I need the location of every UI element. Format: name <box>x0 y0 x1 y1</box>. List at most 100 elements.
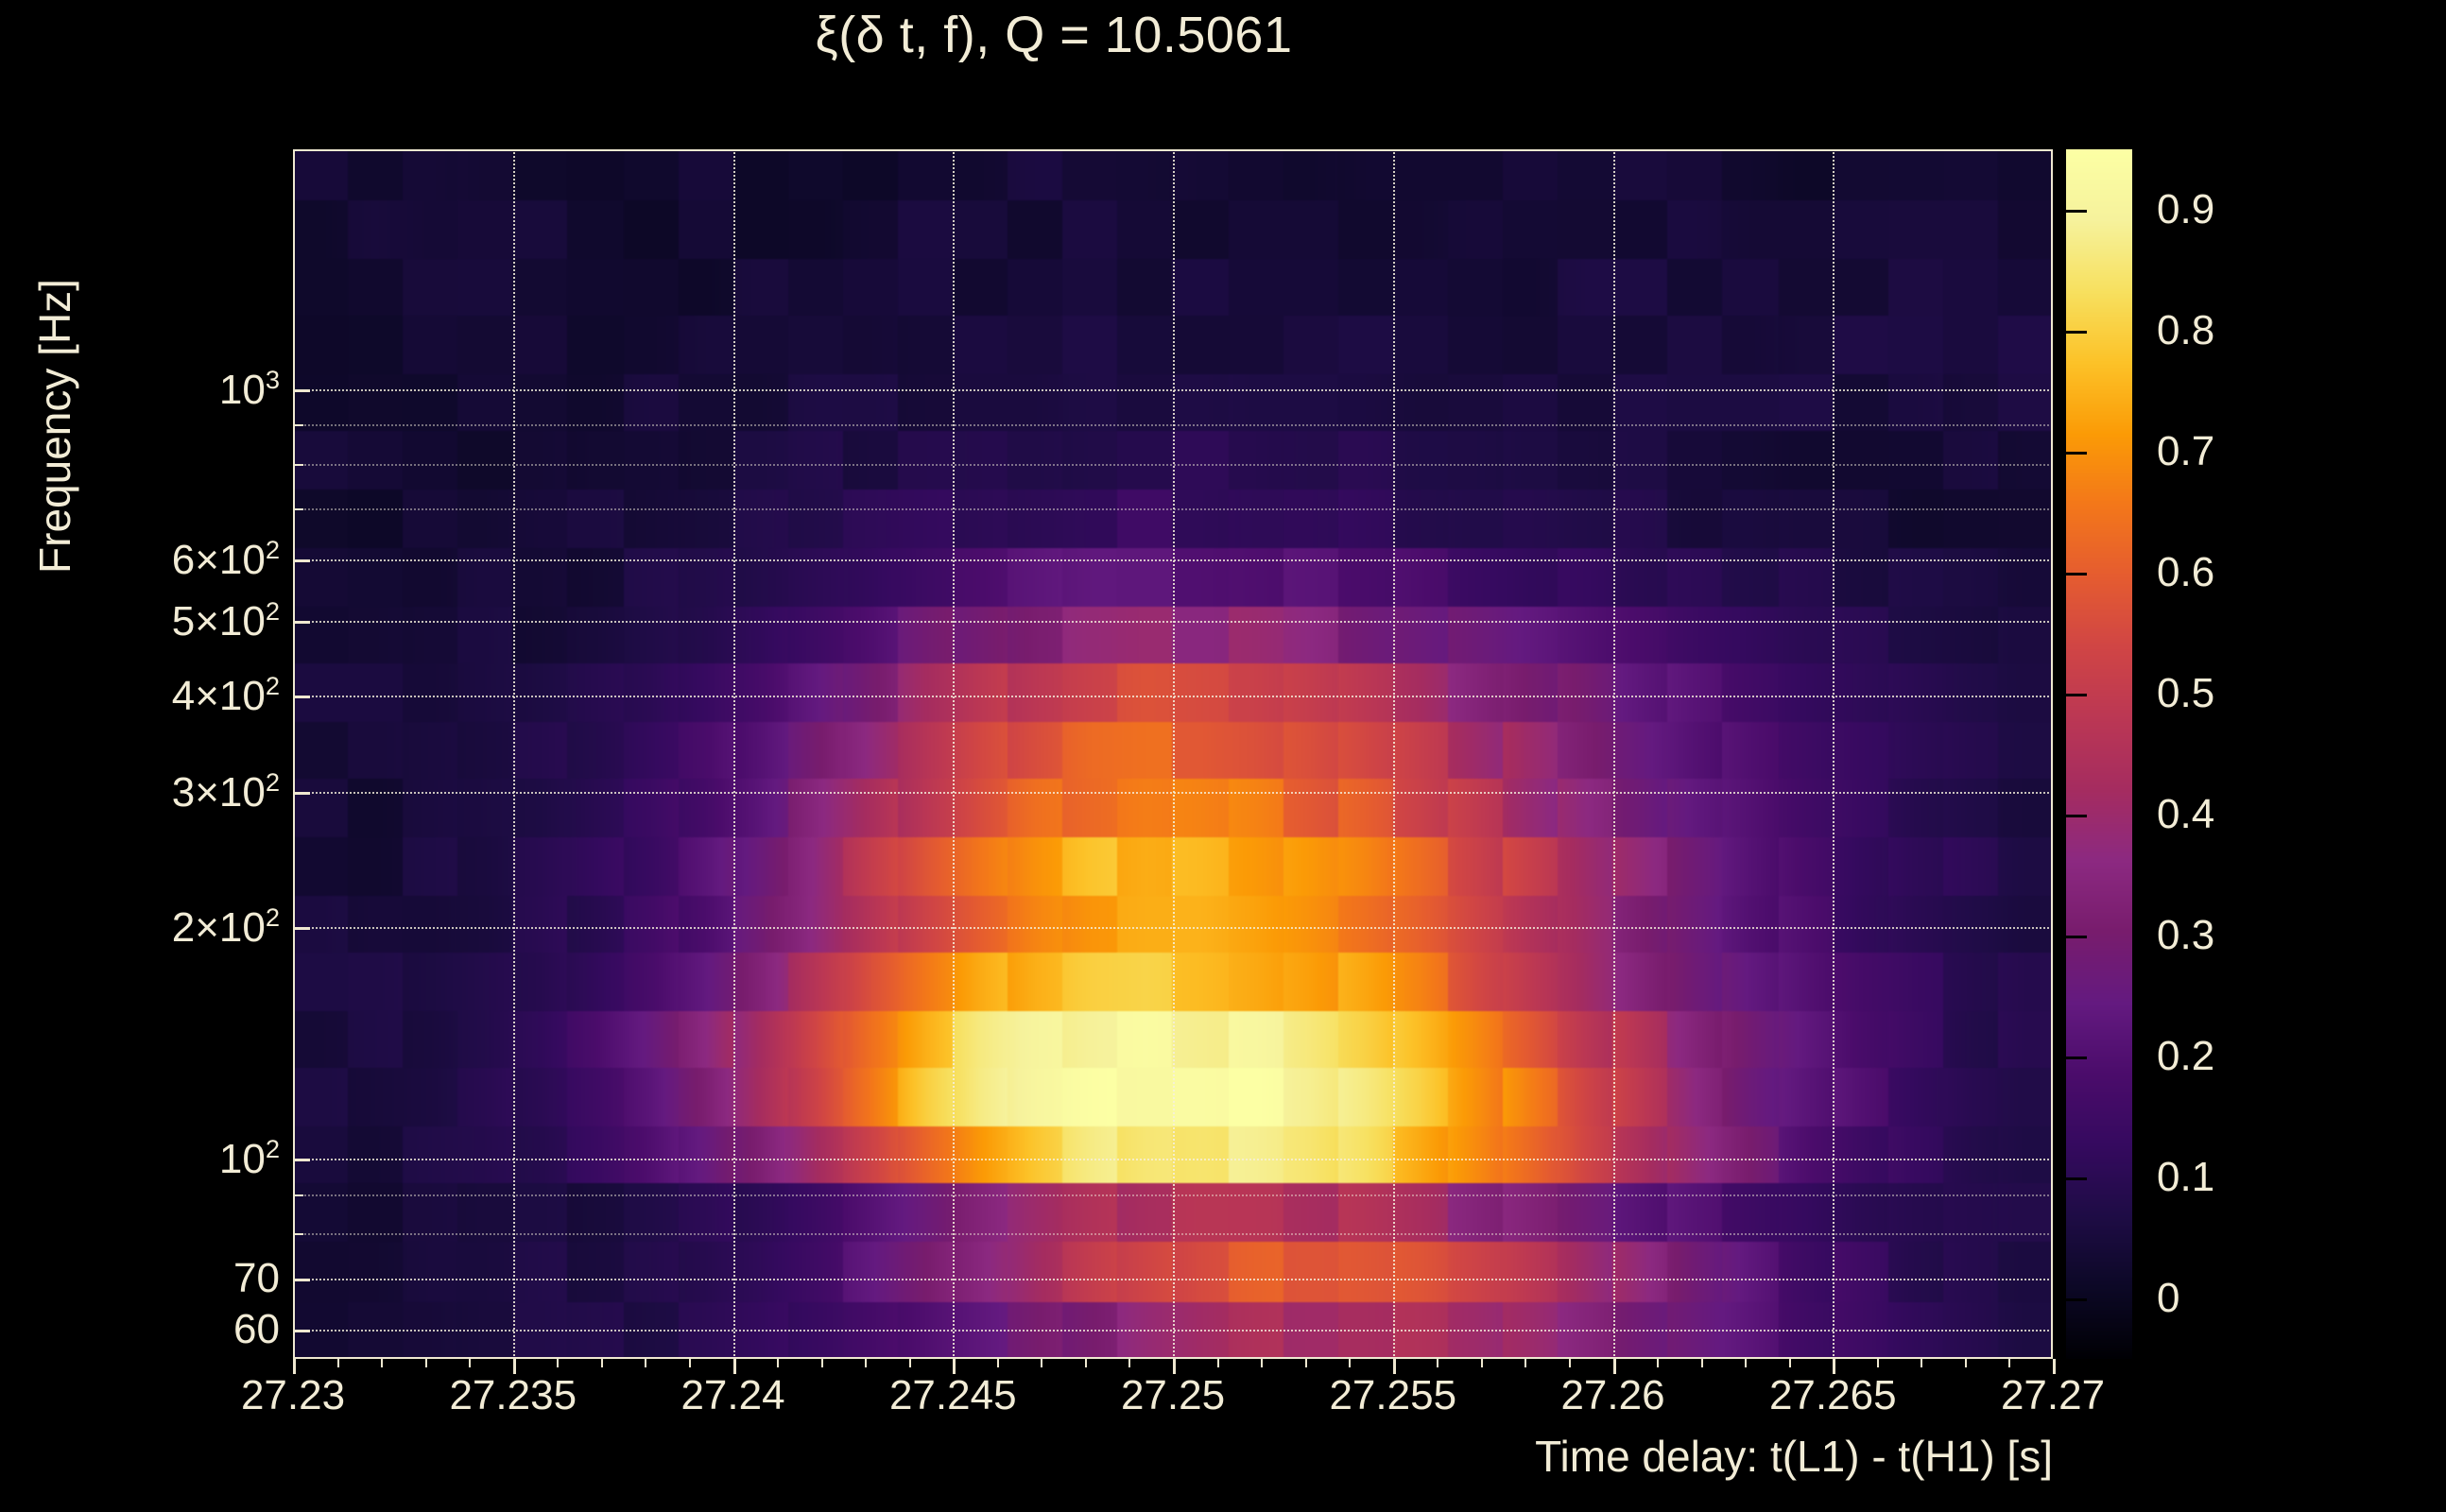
colorbar-tick-label: 0.4 <box>2157 791 2215 837</box>
x-tick-mark-minor <box>1700 1359 1703 1367</box>
colorbar-tick-label: 0.9 <box>2157 186 2215 232</box>
x-tick-mark-minor <box>1216 1359 1219 1367</box>
y-tick-label: 4×102 <box>171 671 280 719</box>
x-tick-label: 27.235 <box>449 1372 577 1418</box>
x-tick-mark-minor <box>557 1359 560 1367</box>
x-tick-mark-minor <box>2008 1359 2011 1367</box>
x-tick-mark-minor <box>1657 1359 1660 1367</box>
x-tick-mark-minor <box>777 1359 780 1367</box>
x-tick-mark-minor <box>336 1359 339 1367</box>
x-tick-mark <box>1833 1359 1836 1374</box>
x-tick-label: 27.245 <box>888 1372 1017 1418</box>
colorbar-tick-label: 0.1 <box>2157 1154 2215 1200</box>
x-tick-mark <box>1173 1359 1176 1374</box>
colorbar-tick-mark <box>2066 815 2087 817</box>
y-tick-label: 6×102 <box>171 535 280 584</box>
colorbar-tick-mark <box>2066 452 2087 455</box>
colorbar-tick-label: 0.6 <box>2157 549 2215 595</box>
heatmap-canvas[interactable] <box>293 149 2053 1359</box>
y-tick-mark <box>293 1159 310 1162</box>
y-tick-mark-minor <box>293 507 303 510</box>
x-tick-mark-minor <box>469 1359 472 1367</box>
colorbar-gradient <box>2066 149 2132 1359</box>
y-tick-mark <box>293 1330 310 1333</box>
x-tick-mark-minor <box>1921 1359 1923 1367</box>
x-tick-label: 27.23 <box>240 1372 346 1418</box>
x-tick-mark-minor <box>1261 1359 1264 1367</box>
y-tick-mark <box>293 559 310 563</box>
colorbar-tick-mark <box>2066 1298 2087 1301</box>
x-tick-mark-minor <box>1041 1359 1043 1367</box>
page-title: ξ(δ t, f), Q = 10.5061 <box>815 7 1293 63</box>
x-tick-label: 27.26 <box>1560 1372 1665 1418</box>
x-tick-mark-minor <box>865 1359 868 1367</box>
x-tick-mark-minor <box>600 1359 603 1367</box>
colorbar-tick-mark <box>2066 210 2087 213</box>
y-tick-mark <box>293 791 310 795</box>
colorbar-tick-mark <box>2066 573 2087 576</box>
colorbar[interactable] <box>2066 149 2132 1359</box>
x-tick-label: 27.25 <box>1120 1372 1226 1418</box>
y-tick-label: 102 <box>218 1134 280 1183</box>
colorbar-tick-mark <box>2066 1177 2087 1180</box>
y-tick-mark-minor <box>293 463 303 466</box>
y-tick-mark <box>293 695 310 698</box>
y-tick-label: 2×102 <box>171 902 280 951</box>
y-tick-mark-minor <box>293 1233 303 1236</box>
x-tick-mark <box>1392 1359 1396 1374</box>
colorbar-tick-mark <box>2066 1057 2087 1059</box>
y-tick-mark <box>293 927 310 931</box>
x-tick-mark-minor <box>645 1359 647 1367</box>
x-tick-mark <box>953 1359 956 1374</box>
x-tick-mark-minor <box>1524 1359 1527 1367</box>
y-tick-mark <box>293 620 310 624</box>
y-tick-label: 103 <box>218 364 280 413</box>
x-tick-mark <box>512 1359 516 1374</box>
colorbar-tick-label: 0.8 <box>2157 307 2215 353</box>
x-tick-mark-minor <box>1128 1359 1131 1367</box>
colorbar-tick-label: 0 <box>2157 1275 2180 1321</box>
x-tick-mark <box>1612 1359 1616 1374</box>
x-tick-mark-minor <box>1788 1359 1791 1367</box>
x-tick-label: 27.24 <box>680 1372 785 1418</box>
x-axis-title: Time delay: t(L1) - t(H1) [s] <box>1535 1432 2053 1481</box>
x-tick-mark-minor <box>1964 1359 1967 1367</box>
x-tick-mark <box>293 1359 296 1374</box>
x-tick-mark-minor <box>1304 1359 1307 1367</box>
y-tick-label: 5×102 <box>171 596 280 644</box>
x-tick-mark <box>732 1359 736 1374</box>
colorbar-tick-label: 0.5 <box>2157 670 2215 716</box>
x-tick-mark-minor <box>1568 1359 1571 1367</box>
x-tick-mark-minor <box>1876 1359 1879 1367</box>
x-tick-mark-minor <box>996 1359 999 1367</box>
x-tick-mark-minor <box>1480 1359 1483 1367</box>
y-tick-mark <box>293 388 310 392</box>
y-tick-mark-minor <box>293 423 303 426</box>
x-tick-mark-minor <box>820 1359 823 1367</box>
x-tick-mark-minor <box>1437 1359 1439 1367</box>
colorbar-tick-mark <box>2066 331 2087 334</box>
colorbar-tick-label: 0.3 <box>2157 912 2215 958</box>
x-tick-mark-minor <box>1084 1359 1087 1367</box>
colorbar-tick-label: 0.2 <box>2157 1033 2215 1079</box>
y-tick-mark-minor <box>293 1194 303 1196</box>
y-tick-label: 3×102 <box>171 766 280 816</box>
heatmap-plot-area[interactable] <box>293 149 2053 1359</box>
y-tick-label: 70 <box>233 1254 280 1301</box>
x-tick-mark-minor <box>381 1359 384 1367</box>
y-axis-title: Frequency [Hz] <box>30 279 79 574</box>
y-tick-label: 60 <box>233 1306 280 1353</box>
x-tick-mark-minor <box>688 1359 691 1367</box>
x-tick-label: 27.255 <box>1329 1372 1457 1418</box>
y-tick-mark <box>293 1278 310 1281</box>
x-tick-label: 27.265 <box>1768 1372 1897 1418</box>
x-tick-mark-minor <box>908 1359 911 1367</box>
x-tick-mark-minor <box>1349 1359 1352 1367</box>
colorbar-tick-mark <box>2066 694 2087 696</box>
x-tick-mark-minor <box>1745 1359 1748 1367</box>
x-tick-mark-minor <box>424 1359 427 1367</box>
x-tick-label: 27.27 <box>2000 1372 2106 1418</box>
colorbar-tick-mark <box>2066 936 2087 938</box>
colorbar-tick-label: 0.7 <box>2157 428 2215 474</box>
